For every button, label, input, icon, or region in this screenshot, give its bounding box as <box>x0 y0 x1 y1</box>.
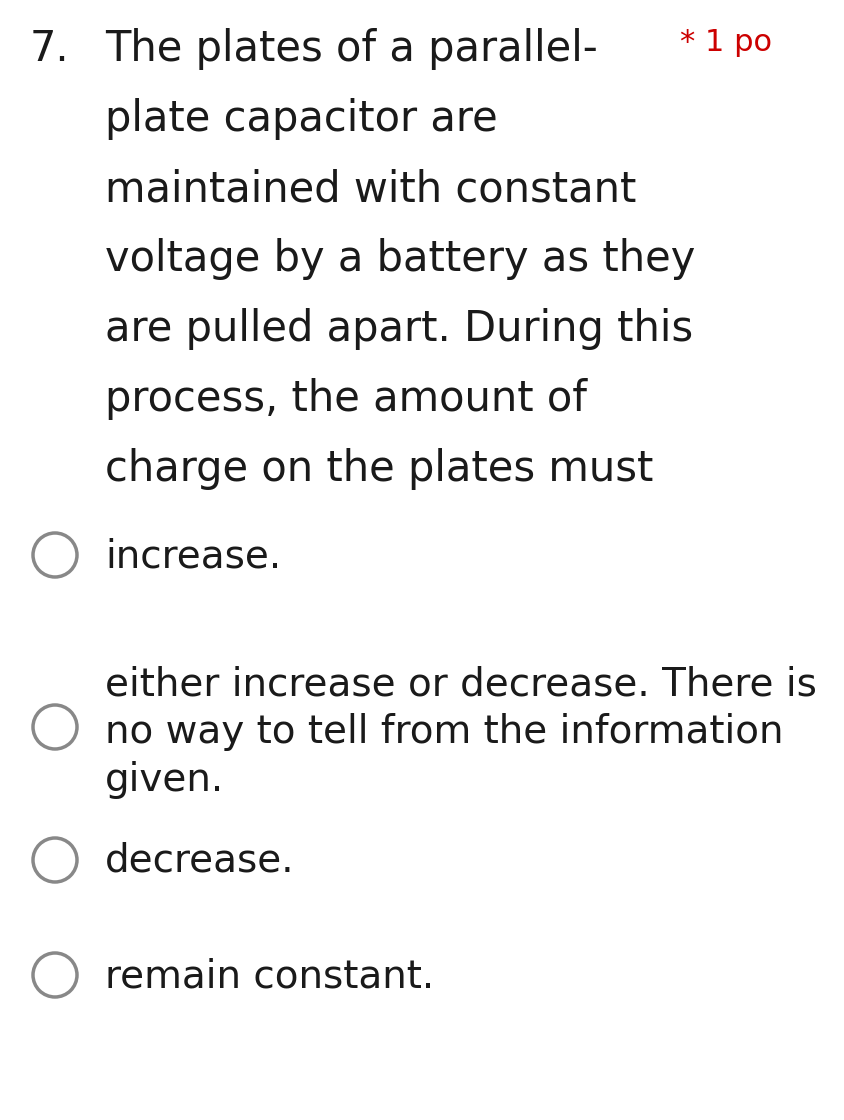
Text: The plates of a parallel-: The plates of a parallel- <box>105 28 597 69</box>
Text: are pulled apart. During this: are pulled apart. During this <box>105 308 692 349</box>
Text: increase.: increase. <box>105 536 281 575</box>
Text: charge on the plates must: charge on the plates must <box>105 448 652 491</box>
Text: process, the amount of: process, the amount of <box>105 379 587 420</box>
Text: decrease.: decrease. <box>105 842 295 880</box>
Text: 7.: 7. <box>30 28 69 69</box>
Text: no way to tell from the information: no way to tell from the information <box>105 713 782 752</box>
Text: plate capacitor are: plate capacitor are <box>105 99 497 140</box>
Text: either increase or decrease. There is: either increase or decrease. There is <box>105 665 816 703</box>
Text: given.: given. <box>105 760 224 799</box>
Text: maintained with constant: maintained with constant <box>105 168 636 211</box>
Text: voltage by a battery as they: voltage by a battery as they <box>105 239 695 280</box>
Text: * 1 po: * 1 po <box>679 28 771 57</box>
Text: remain constant.: remain constant. <box>105 956 434 995</box>
